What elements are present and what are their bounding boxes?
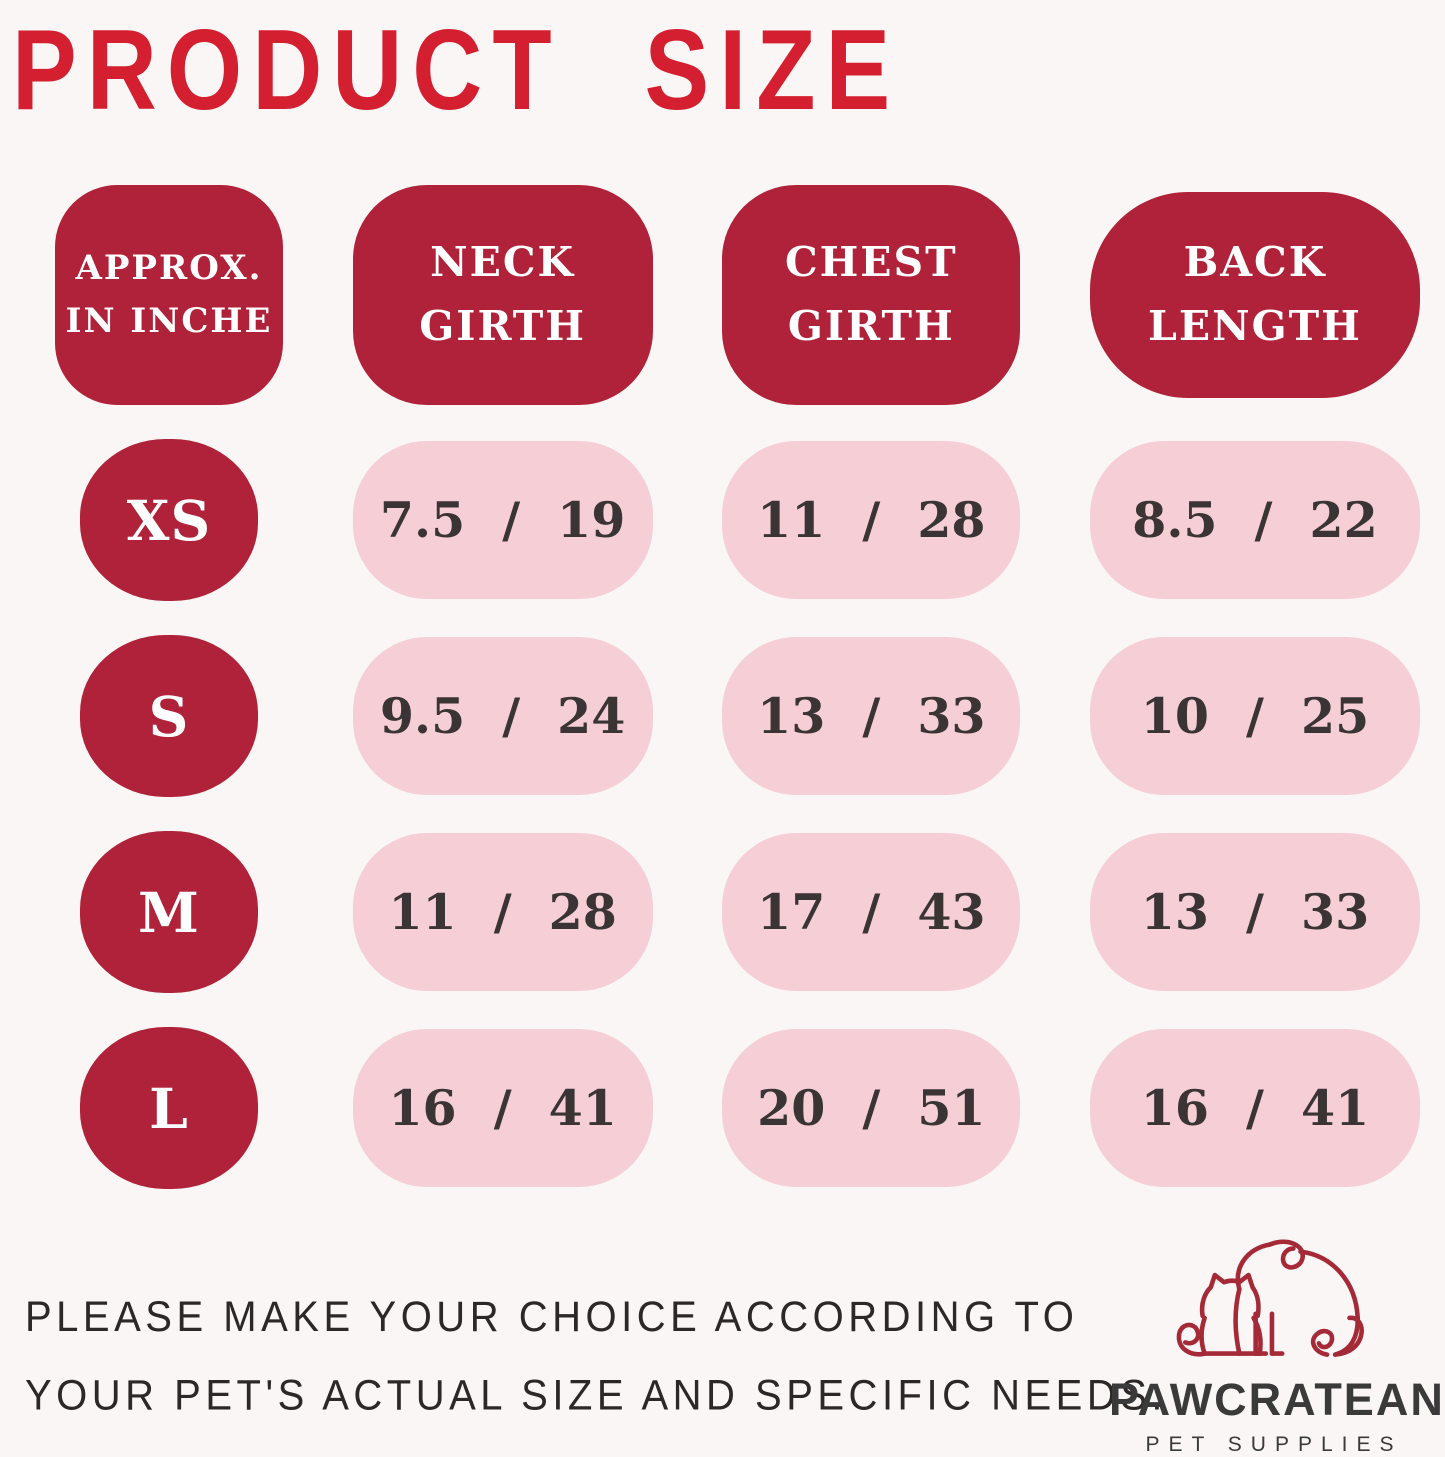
brand-tagline: PET SUPPLIES	[1145, 1433, 1403, 1456]
column-header-label: CHEST	[784, 238, 958, 287]
page-title: PRODUCT SIZE	[12, 5, 901, 134]
column-header-label: GIRTH	[419, 302, 587, 350]
brand-logo: PAWCRATEAN PET SUPPLIES	[1109, 1224, 1445, 1457]
brand-name: PAWCRATEAN	[1109, 1374, 1445, 1425]
size-badge-m: M	[80, 831, 258, 993]
cell-m-neck-girth: 11 / 28	[352, 833, 653, 991]
dog-and-cat-line-art-icon	[1176, 1239, 1365, 1357]
note-line-2: YOUR PET'S ACTUAL SIZE AND SPECIFIC NEED…	[25, 1372, 1168, 1419]
column-header-label: NECK	[430, 238, 576, 287]
cell-xs-neck-girth: 7.5 / 19	[352, 441, 653, 599]
note-line-1: PLEASE MAKE YOUR CHOICE ACCORDING TO	[25, 1293, 1079, 1341]
column-header-label: IN INCHE	[65, 301, 273, 341]
column-header-label: APPROX.	[75, 248, 263, 289]
cell-s-back-length: 10 / 25	[1089, 637, 1420, 795]
column-header-label: BACK	[1183, 238, 1327, 287]
column-header-back-length: BACK LENGTH	[1089, 192, 1420, 398]
cell-s-neck-girth: 9.5 / 24	[352, 637, 653, 795]
cell-m-chest-girth: 17 / 43	[722, 833, 1021, 991]
column-header-approx-in-inche: APPROX. IN INCHE	[55, 185, 283, 405]
size-badge-xs: XS	[80, 439, 258, 601]
size-badge-s: S	[80, 635, 258, 797]
cell-xs-back-length: 8.5 / 22	[1089, 441, 1420, 599]
column-header-label: GIRTH	[787, 302, 955, 350]
column-header-label: LENGTH	[1148, 302, 1362, 350]
cell-l-neck-girth: 16 / 41	[352, 1029, 653, 1187]
cell-m-back-length: 13 / 33	[1089, 833, 1420, 991]
choice-advice-note: PLEASE MAKE YOUR CHOICE ACCORDING TO YOU…	[25, 1278, 1167, 1435]
cell-l-chest-girth: 20 / 51	[722, 1029, 1021, 1187]
cell-s-chest-girth: 13 / 33	[722, 637, 1021, 795]
column-header-neck-girth: NECK GIRTH	[352, 185, 653, 405]
cell-l-back-length: 16 / 41	[1089, 1029, 1420, 1187]
size-badge-l: L	[80, 1027, 258, 1189]
cell-xs-chest-girth: 11 / 28	[722, 441, 1021, 599]
size-table: APPROX. IN INCHE NECK GIRTH CHEST GIRTH …	[55, 185, 1420, 1189]
column-header-chest-girth: CHEST GIRTH	[722, 185, 1021, 405]
